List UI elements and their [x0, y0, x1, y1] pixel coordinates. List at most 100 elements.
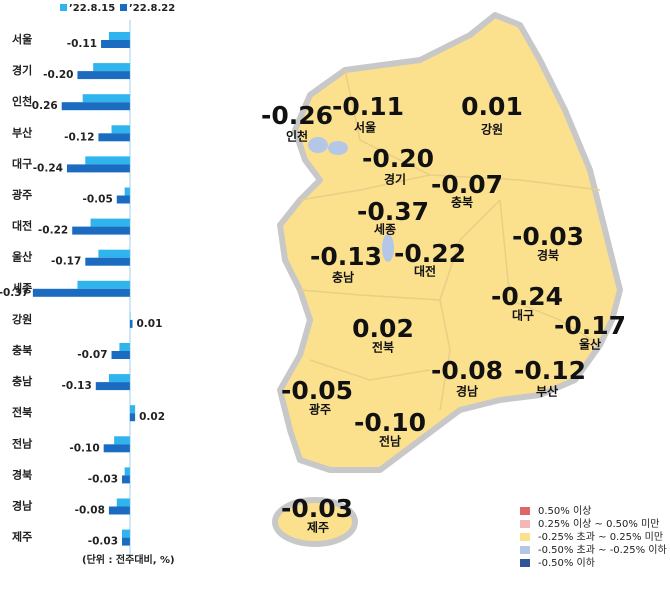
map-region-label: 대구	[512, 309, 534, 323]
legend-label: ’22.8.22	[129, 3, 175, 14]
bar	[61, 102, 130, 111]
value-label: -0.22	[38, 225, 68, 237]
bar	[95, 382, 130, 391]
map-legend-label: -0.25% 초과 ~ 0.25% 미만	[538, 531, 663, 543]
map-value-label: -0.11	[332, 92, 404, 121]
map-value-label: 0.01	[461, 92, 523, 121]
y-tick-label: 전북	[12, 405, 32, 419]
legend-swatch	[120, 4, 127, 11]
bar	[98, 249, 130, 258]
map-legend-label: -0.50% 초과 ~ -0.25% 이하	[538, 543, 667, 556]
value-label: -0.08	[75, 505, 105, 517]
map-value-label: -0.08	[431, 356, 503, 385]
y-tick-label: 대전	[12, 219, 32, 233]
legend-label: ’22.8.15	[69, 3, 115, 14]
bar	[108, 32, 130, 40]
bar	[129, 405, 136, 414]
bar	[103, 444, 130, 453]
map-region-label: 강원	[481, 123, 503, 137]
map-region-label: 울산	[579, 337, 601, 352]
bar	[72, 226, 130, 235]
value-label: 0.02	[139, 411, 165, 423]
value-label: -0.03	[88, 473, 118, 485]
value-label: -0.05	[83, 194, 113, 206]
value-label: 0.01	[137, 318, 163, 330]
map-value-label: -0.24	[491, 282, 563, 311]
y-tick-label: 전남	[12, 436, 32, 450]
map-value-label: 0.02	[352, 314, 414, 343]
legend-swatch	[60, 4, 67, 11]
bar	[82, 94, 130, 103]
y-tick-label: 인천	[12, 94, 32, 108]
value-label: -0.13	[62, 380, 92, 392]
value-label: -0.37	[0, 287, 29, 299]
bar	[122, 537, 130, 546]
y-tick-label: 경북	[12, 467, 32, 481]
map-value-label: -0.10	[354, 408, 426, 437]
map-borders	[299, 69, 601, 411]
bar	[116, 195, 130, 204]
value-label: -0.10	[69, 442, 99, 454]
map-value-label: -0.07	[431, 170, 503, 199]
map-seoul-area	[328, 141, 348, 155]
bar	[32, 288, 130, 297]
value-label: -0.24	[33, 162, 63, 174]
y-tick-label: 충남	[12, 374, 32, 388]
map-value-label: -0.03	[281, 494, 353, 523]
unit-note: (단위 : 전주대비, %)	[82, 553, 175, 566]
map-region-label: 전북	[372, 340, 394, 355]
bar	[122, 475, 130, 484]
y-tick-label: 울산	[12, 250, 32, 264]
map-region-label: 대전	[414, 264, 436, 279]
map-value-label: -0.17	[554, 311, 626, 340]
value-label: -0.12	[64, 131, 94, 143]
map-value-label: -0.22	[394, 239, 466, 268]
y-tick-label: 충북	[12, 343, 32, 357]
map-legend-label: -0.50% 이하	[538, 556, 595, 569]
map-legend-swatch	[520, 559, 530, 567]
map-value-label: -0.05	[281, 376, 353, 405]
map-legend-label: 0.50% 이상	[538, 505, 591, 517]
map-value-label: -0.03	[512, 222, 584, 251]
map-legend-swatch	[520, 546, 530, 554]
map-legend-swatch	[520, 520, 530, 528]
map-legend-swatch	[520, 533, 530, 541]
map-region-label: 충남	[332, 270, 354, 285]
map-region-label: 광주	[309, 402, 331, 417]
map-region-label: 전남	[379, 434, 401, 449]
y-tick-label: 경남	[12, 499, 32, 513]
value-label: -0.11	[67, 38, 97, 50]
map-region-label: 경남	[456, 384, 478, 399]
bar	[111, 351, 130, 359]
y-tick-label: 대구	[12, 156, 32, 170]
bar	[114, 436, 130, 445]
value-label: -0.03	[88, 536, 118, 548]
bar	[124, 187, 130, 196]
map-value-label: -0.20	[362, 144, 434, 173]
bar	[111, 125, 130, 134]
map-region-label: 경기	[384, 172, 406, 187]
map-mainland	[277, 12, 623, 473]
bar	[90, 218, 130, 227]
value-label: -0.17	[51, 256, 81, 268]
bar	[116, 498, 130, 507]
map-region-label: 인천	[286, 129, 308, 144]
y-tick-label: 부산	[12, 125, 32, 139]
bar	[85, 156, 130, 165]
y-tick-label: 제주	[12, 530, 32, 544]
bar	[93, 63, 130, 72]
bar	[101, 40, 130, 48]
bar	[85, 257, 130, 266]
map-region-label: 서울	[354, 120, 376, 135]
bar	[77, 71, 130, 80]
bar	[77, 280, 130, 289]
map-value-label: -0.37	[357, 197, 429, 226]
y-tick-label: 서울	[12, 32, 32, 46]
map-legend-swatch	[520, 507, 530, 515]
map-jeju	[272, 497, 358, 547]
bar	[122, 529, 130, 538]
bar	[108, 374, 130, 383]
bar	[108, 506, 130, 515]
bar	[129, 413, 136, 422]
